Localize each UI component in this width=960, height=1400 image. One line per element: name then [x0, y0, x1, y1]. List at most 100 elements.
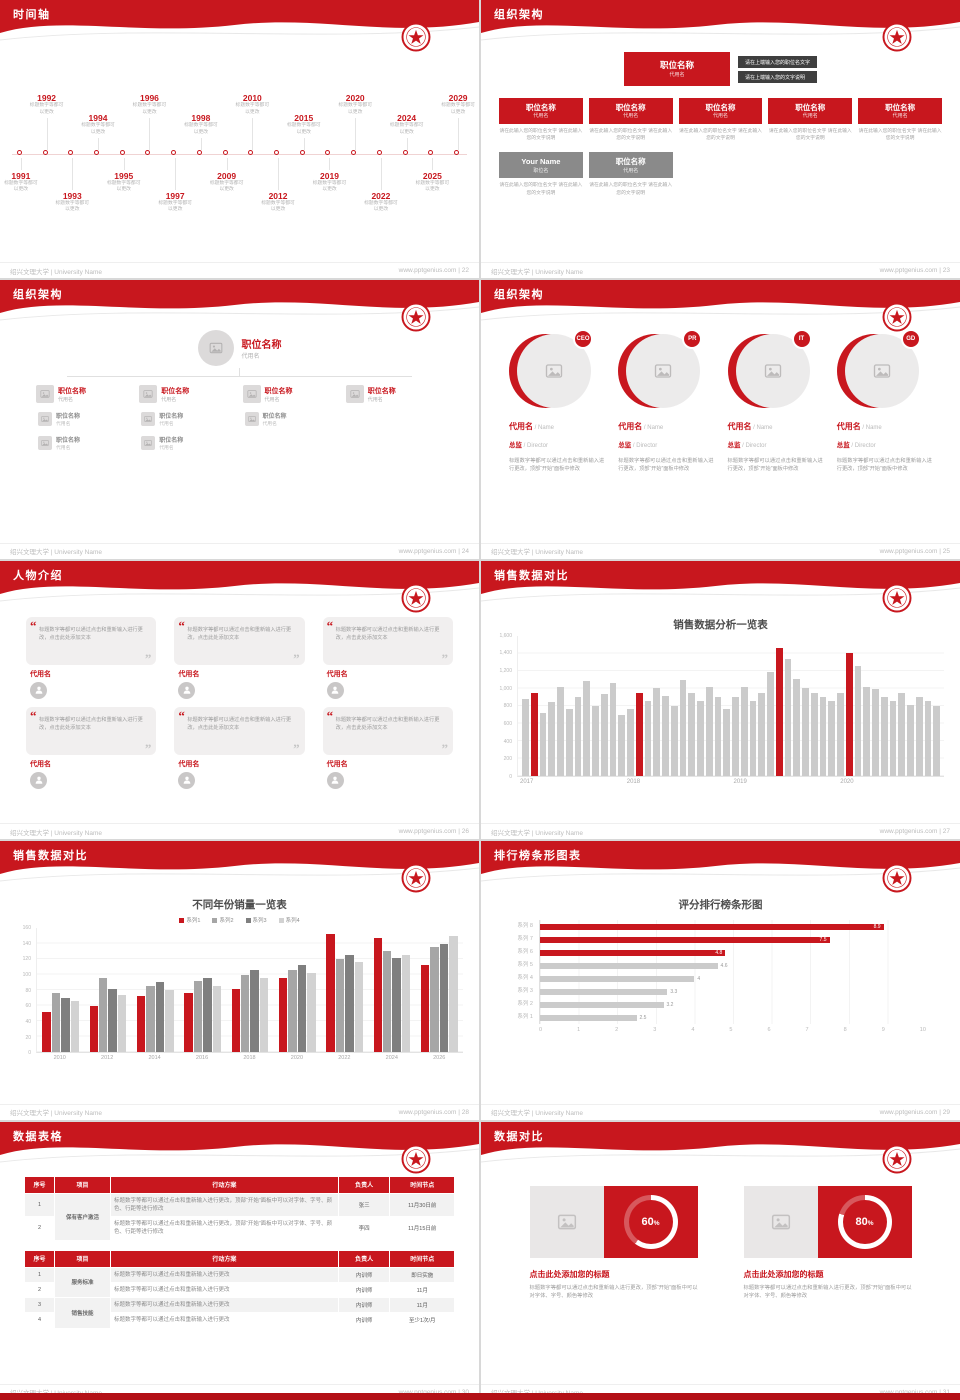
member-description: 标题数字等都可以通过点击和重新输入进行更改，顶部“开始”面板中修改 [836, 458, 932, 473]
percent-value: 60% [641, 1215, 660, 1228]
slide-title: 数据表格 [13, 1130, 63, 1143]
slide-30-data-tables[interactable]: 数据表格 序号 项目 行动方案 负责人 时间节点 1 [0, 1121, 479, 1400]
timeline-stem [20, 157, 22, 170]
table-row: 4 标题数字等都可以通过点击和重新输入进行更改 内训师 至少1次/月 [23, 1312, 455, 1329]
slide-title: 时间轴 [13, 9, 51, 21]
footer-site: www.pptgenius.com [879, 267, 938, 275]
timeline-year: 1997 [165, 190, 185, 201]
slide-26-people[interactable]: 人物介绍 “ 标题数字等都可以通过点击和重新输入进行更改，点击此处添加文本 ” … [0, 560, 479, 840]
person-name: 代用名 [326, 670, 348, 678]
timeline-label: 1994 标题数字等都可 以更改 [75, 113, 121, 136]
bottom-red-strip [0, 1393, 960, 1400]
bar-group [137, 928, 174, 1053]
c28-yaxis: 0 20 40 60 80 100 120 140 160 [22, 925, 31, 1057]
footer-site: www.pptgenius.com [879, 1108, 938, 1116]
hbar-row: 8.9 [540, 920, 926, 933]
chart-title: 不同年份销量一览表 [192, 899, 287, 912]
root-notes: 请在上端输入您的职位名文字 请在上端输入您的文字说明 [737, 52, 817, 83]
org-branch: 职位名称 代用名 职位名称 代用名 职位名称 代用名 [36, 385, 133, 451]
slide-29-ranking-chart[interactable]: 排行榜条形图表 评分排行榜条形图 系列 8 系列 7 系列 6 系列 5 系列 4 系列 … [481, 841, 960, 1120]
university-seal-icon [401, 863, 431, 893]
percent-panel: 80% [817, 1185, 912, 1258]
timeline-year: 1994 [88, 113, 108, 124]
bar-group [231, 928, 269, 1053]
timeline-year: 2010 [242, 93, 262, 104]
position-cell: 职位名称 代用名 请在此输入您的职位名文字 请在此输入您的文字说明 [858, 98, 942, 142]
slide-header: 人物介绍 [0, 560, 479, 607]
person-quote-card: “ 标题数字等都可以通过点击和重新输入进行更改，点击此处添加文本 ” 代用名 [174, 706, 305, 789]
slide-24-org-tree[interactable]: 组织架构 职位名称 代用名 职位名称 代用名 [0, 280, 479, 559]
timeline-item: 1998 标题数字等都可 以更改 [184, 46, 218, 261]
person-icon [182, 775, 192, 785]
close-quote-icon: ” [144, 740, 152, 756]
timeline: 1991 标题数字等都可 以更改 1992 标题数字等都可 [0, 46, 479, 261]
footer-page-number: 26 [461, 828, 469, 836]
bar [915, 697, 923, 776]
open-quote-icon: “ [30, 617, 37, 633]
slide-header: 数据对比 [481, 1121, 960, 1168]
slide-footer: 绍兴文理大学 | University Name www.pptgenius.c… [481, 1103, 960, 1120]
bar [574, 697, 582, 776]
close-quote-icon: ” [441, 650, 448, 666]
timeline-item: 2020 标题数字等都可 以更改 [338, 46, 372, 261]
timeline-label: 2020 标题数字等都可 以更改 [332, 93, 378, 116]
role-badge: GD [900, 329, 921, 350]
timeline-year: 2009 [217, 170, 237, 181]
footer-site-and-page: www.pptgenius.com | 23 [879, 267, 950, 275]
member-avatar: PR [618, 329, 703, 410]
image-icon [654, 362, 672, 380]
timeline-item: 1995 标题数字等都可 以更改 [107, 46, 141, 261]
timeline-item: 2015 标题数字等都可 以更改 [287, 46, 321, 261]
bar-group [326, 928, 363, 1053]
bar [644, 700, 652, 776]
slide-31-data-compare[interactable]: 数据对比 60% 点击此处添 [481, 1121, 960, 1400]
bar [828, 700, 835, 776]
slide-25-org-circles[interactable]: 组织架构 CEO 代用名 / Name 总监 / Director 标题数字等都… [481, 280, 960, 559]
timeline-label: 1992 标题数字等都可 以更改 [24, 93, 70, 116]
timeline-label: 2010 标题数字等都可 以更改 [229, 93, 275, 116]
person-quote-card: “ 标题数字等都可以通过点击和重新输入进行更改，点击此处添加文本 ” 代用名 [322, 706, 453, 789]
university-seal-icon [401, 1144, 431, 1174]
bar [557, 687, 564, 776]
university-seal-icon [882, 302, 912, 332]
person-avatar [30, 771, 47, 789]
footer-university-name: 绍兴文理大学 | University Name [491, 829, 583, 837]
timeline-stem [175, 157, 177, 190]
slide-28-yearly-sales[interactable]: 销售数据对比 不同年份销量一览表 系列1 系列2 系列3 系列4 0 20 40 60 80 1… [0, 841, 479, 1120]
image-icon [345, 385, 364, 404]
slide-27-monthly-sales[interactable]: 销售数据对比 销售数据分析一览表 0 200 400 600 800 1,000 1,200… [481, 560, 960, 840]
timeline-dot [16, 149, 22, 155]
legend-item: 系列2 [212, 916, 234, 924]
slide-header: 组织架构 [0, 280, 479, 326]
bar [583, 681, 590, 776]
footer-page-number: 27 [942, 828, 950, 836]
bar-group [278, 928, 316, 1053]
person-quote-card: “ 标题数字等都可以通过点击和重新输入进行更改，点击此处添加文本 ” 代用名 [26, 706, 157, 789]
person-quote-card: “ 标题数字等都可以通过点击和重新输入进行更改，点击此处添加文本 ” 代用名 [174, 616, 305, 699]
slide-23-org-boxes[interactable]: 组织架构 职位名称 代用名 请在上端输入您的职位名文字 请在上端输入您的文字说明 [481, 0, 960, 279]
member-avatar: GD [836, 329, 921, 410]
quote-bubble: “ 标题数字等都可以通过点击和重新输入进行更改，点击此处添加文本 ” [26, 706, 157, 756]
timeline-label: 2009 标题数字等都可 以更改 [204, 171, 250, 194]
legend-item: 系列4 [278, 916, 300, 924]
timeline-stem [380, 157, 382, 190]
person-name: 代用名 [178, 760, 200, 768]
slide-22-timeline[interactable]: 时间轴 1991 标题数字等都可 以更改 [0, 0, 479, 279]
footer-university-name: 绍兴文理大学 | University Name [10, 1110, 102, 1118]
member-role: 总监 / Director [836, 442, 876, 450]
slide-title: 组织架构 [494, 9, 544, 21]
member-description: 标题数字等都可以通过点击和重新输入进行更改，顶部“开始”面板中修改 [727, 458, 823, 473]
bar [837, 692, 844, 776]
member-name: 代用名 / Name [618, 422, 664, 432]
person-icon [34, 685, 44, 695]
timeline-label: 2022 标题数字等都可 以更改 [358, 191, 404, 214]
footer-site: www.pptgenius.com [399, 1389, 457, 1396]
footer-site-and-page: www.pptgenius.com | 27 [879, 828, 950, 836]
person-avatar [30, 681, 47, 699]
footer-university-name: 绍兴文理大学 | University Name [491, 268, 583, 276]
footer-university-name: 绍兴文理大学 | University Name [491, 549, 583, 557]
timeline-label: 1996 标题数字等都可 以更改 [126, 93, 172, 116]
team-member-card: GD 代用名 / Name 总监 / Director 标题数字等都可以通过点击… [836, 329, 932, 473]
timeline-label: 2029 标题数字等都可 以更改 [435, 93, 479, 116]
